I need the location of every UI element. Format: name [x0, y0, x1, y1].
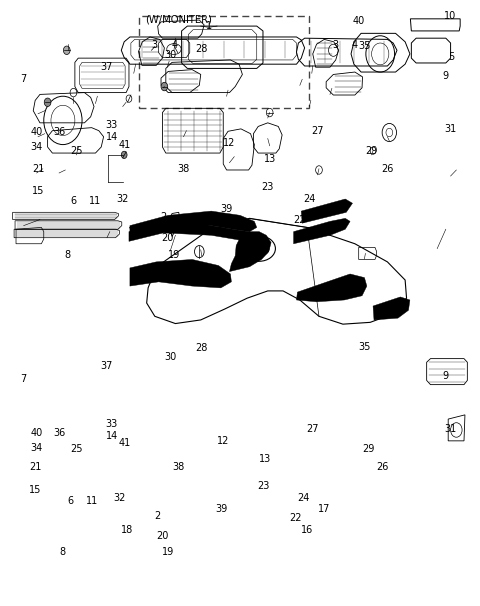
Text: 31: 31 [444, 424, 456, 434]
Text: 33: 33 [106, 119, 118, 130]
Polygon shape [229, 231, 271, 271]
Text: 12: 12 [217, 436, 229, 446]
Text: 23: 23 [257, 481, 269, 491]
Text: 31: 31 [444, 124, 456, 134]
Text: 34: 34 [30, 443, 43, 453]
Text: 36: 36 [53, 428, 65, 438]
Text: 25: 25 [70, 145, 83, 156]
Text: 20: 20 [161, 233, 173, 242]
Text: 23: 23 [262, 182, 274, 192]
Text: (W/MONITER): (W/MONITER) [145, 15, 212, 24]
Text: 3: 3 [333, 41, 339, 50]
Text: 20: 20 [156, 531, 168, 541]
Text: 37: 37 [101, 362, 113, 371]
Text: 2: 2 [160, 212, 167, 222]
Polygon shape [294, 218, 350, 244]
Text: 18: 18 [121, 525, 133, 534]
Polygon shape [373, 297, 410, 320]
Text: 7: 7 [21, 373, 27, 384]
Text: 40: 40 [30, 127, 43, 138]
Text: 14: 14 [106, 431, 118, 441]
Text: 7: 7 [21, 75, 27, 84]
Text: 34: 34 [30, 142, 43, 152]
Text: 29: 29 [365, 145, 378, 156]
Text: 5: 5 [448, 52, 455, 62]
Text: 13: 13 [264, 154, 276, 164]
Text: 39: 39 [216, 504, 228, 513]
Text: 40: 40 [30, 428, 43, 438]
Text: 29: 29 [362, 444, 374, 454]
Text: 35: 35 [358, 41, 371, 51]
Text: 6: 6 [67, 496, 73, 506]
Text: 19: 19 [168, 250, 180, 259]
Text: 16: 16 [301, 525, 313, 534]
Text: 28: 28 [195, 344, 208, 353]
Text: 33: 33 [106, 419, 118, 429]
Text: 18: 18 [128, 227, 140, 237]
Text: 28: 28 [195, 44, 208, 54]
Text: 36: 36 [53, 127, 65, 138]
Text: 22: 22 [294, 215, 306, 225]
Text: 1: 1 [206, 21, 212, 31]
Text: 3: 3 [152, 41, 158, 50]
Text: 11: 11 [89, 196, 102, 207]
Text: 38: 38 [173, 462, 185, 473]
Text: 11: 11 [85, 496, 98, 506]
Text: 15: 15 [32, 186, 44, 196]
Text: 30: 30 [165, 50, 177, 60]
Text: 27: 27 [307, 424, 319, 434]
Text: 8: 8 [65, 250, 71, 259]
Text: 37: 37 [101, 62, 113, 72]
Polygon shape [130, 259, 231, 288]
Text: 21: 21 [32, 164, 44, 174]
Text: 12: 12 [223, 138, 236, 148]
Text: 32: 32 [117, 194, 129, 204]
Polygon shape [297, 274, 367, 302]
Text: 38: 38 [178, 164, 190, 174]
Text: 17: 17 [324, 206, 336, 216]
Text: 15: 15 [29, 485, 41, 496]
Circle shape [63, 46, 70, 55]
Text: 13: 13 [259, 454, 271, 464]
Text: 41: 41 [119, 438, 131, 448]
Text: 17: 17 [318, 504, 330, 513]
Polygon shape [130, 211, 257, 238]
Circle shape [44, 98, 51, 107]
Text: 22: 22 [289, 513, 301, 522]
Text: 27: 27 [312, 125, 324, 136]
Polygon shape [129, 223, 254, 244]
Text: 32: 32 [113, 493, 126, 503]
Circle shape [161, 82, 168, 91]
Text: 16: 16 [306, 227, 318, 237]
Text: 4: 4 [171, 41, 178, 50]
Text: 26: 26 [376, 462, 389, 473]
Text: 40: 40 [353, 16, 365, 26]
Text: 9: 9 [443, 370, 449, 381]
Text: 8: 8 [59, 547, 65, 557]
Text: 25: 25 [70, 444, 83, 454]
Text: 24: 24 [303, 194, 315, 204]
Polygon shape [301, 199, 352, 223]
Text: 39: 39 [220, 204, 233, 215]
Text: 4: 4 [352, 41, 358, 50]
Text: 21: 21 [29, 462, 41, 473]
Text: 2: 2 [155, 511, 161, 521]
Text: 30: 30 [165, 353, 177, 362]
Circle shape [121, 152, 127, 159]
Text: 41: 41 [119, 139, 131, 150]
Text: 19: 19 [162, 547, 174, 557]
Text: 9: 9 [443, 72, 449, 81]
Text: 6: 6 [71, 196, 76, 207]
Text: 26: 26 [381, 164, 394, 174]
Text: 10: 10 [444, 12, 456, 21]
Text: 35: 35 [358, 342, 371, 351]
Text: 24: 24 [297, 493, 310, 503]
Text: 14: 14 [106, 132, 118, 142]
